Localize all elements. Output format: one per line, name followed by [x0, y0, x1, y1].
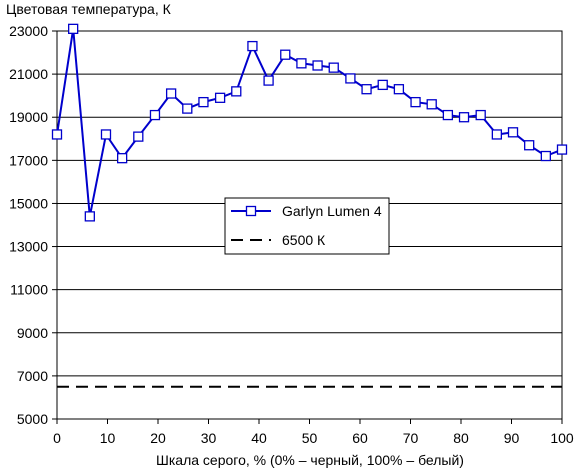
data-point	[68, 23, 79, 34]
x-tick-label: 30	[201, 430, 217, 446]
x-tick-label: 60	[352, 430, 368, 446]
data-point	[458, 112, 470, 123]
data-point	[84, 211, 95, 222]
data-point	[426, 99, 437, 110]
x-tick-label: 0	[53, 430, 61, 446]
data-point	[475, 109, 486, 121]
data-point	[51, 129, 63, 140]
data-point	[345, 73, 356, 84]
y-tick-label: 9000	[17, 325, 48, 341]
x-tick-label: 10	[100, 430, 116, 446]
data-point	[100, 129, 112, 140]
data-point	[214, 92, 226, 103]
legend-marker	[245, 205, 257, 217]
x-tick-label: 90	[504, 430, 520, 446]
data-point	[247, 40, 258, 52]
data-point	[312, 60, 323, 71]
data-point	[393, 84, 405, 95]
x-tick-label: 50	[302, 430, 318, 446]
data-point	[556, 144, 568, 155]
y-tick-label: 21000	[9, 66, 48, 82]
data-point	[296, 58, 307, 69]
data-point	[442, 109, 454, 121]
data-point	[116, 153, 128, 164]
data-point	[524, 140, 535, 151]
y-tick-label: 23000	[9, 23, 48, 39]
y-tick-label: 5000	[17, 411, 48, 427]
x-axis-ticks: 0 10 20 30 40 50 60 70 80 90 100	[53, 419, 574, 446]
data-point	[280, 49, 291, 60]
data-point	[231, 86, 242, 97]
y-tick-label: 13000	[9, 239, 48, 255]
legend: Garlyn Lumen 4 6500 К	[224, 197, 390, 255]
x-tick-label: 40	[251, 430, 267, 446]
y-tick-label: 15000	[9, 195, 48, 211]
data-point	[182, 103, 193, 114]
y-tick-label: 17000	[9, 152, 48, 168]
series-layer	[51, 23, 568, 388]
data-point	[507, 127, 519, 138]
chart-title: Цветовая температура, К	[6, 1, 172, 17]
data-point	[149, 109, 161, 121]
data-point	[328, 62, 339, 73]
data-point	[377, 79, 388, 91]
x-tick-label: 80	[453, 430, 469, 446]
data-point	[165, 88, 177, 99]
data-point	[361, 84, 372, 95]
data-point	[263, 75, 274, 86]
data-point	[410, 96, 421, 108]
x-tick-label: 100	[550, 430, 574, 446]
data-point	[491, 129, 503, 140]
data-point	[198, 96, 209, 108]
y-axis-ticks: 5000 7000 9000 11000 13000 15000 17000 19000 210…	[9, 23, 57, 427]
x-tick-label: 70	[403, 430, 419, 446]
legend-label: Garlyn Lumen 4	[282, 203, 382, 219]
legend-label: 6500 К	[282, 232, 326, 248]
data-point	[540, 150, 551, 162]
data-point	[133, 131, 144, 142]
y-tick-label: 7000	[17, 368, 48, 384]
x-axis-label: Шкала серого, % (0% – черный, 100% – бел…	[156, 452, 464, 468]
y-tick-label: 11000	[10, 282, 48, 298]
series-line-1	[56, 28, 563, 217]
x-tick-label: 20	[150, 430, 166, 446]
y-tick-label: 19000	[9, 109, 48, 125]
